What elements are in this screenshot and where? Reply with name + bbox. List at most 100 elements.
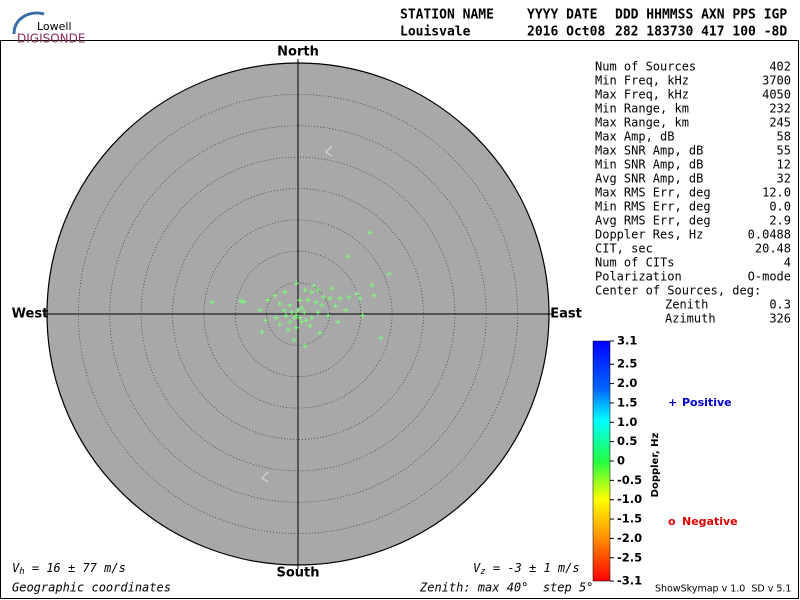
coords-note: Geographic coordinates	[12, 581, 171, 595]
stat-value: 232	[769, 102, 791, 116]
header-cell: 282 183730 417 100 -8D	[615, 25, 787, 40]
source-point	[354, 291, 360, 297]
direction-label: South	[276, 566, 319, 581]
source-point	[297, 297, 303, 303]
source-point	[346, 294, 352, 300]
direction-label: East	[550, 307, 582, 322]
source-point	[291, 337, 297, 343]
source-point	[241, 299, 247, 305]
legend-symbol: +	[668, 396, 677, 409]
v-symbol: V	[473, 561, 481, 575]
logo-bottom: DIGISONDE	[17, 32, 85, 46]
source-point	[262, 317, 268, 323]
colorbar-tick-label: 0.5	[617, 434, 637, 448]
stat-value: 4050	[762, 88, 791, 102]
source-point	[297, 315, 303, 321]
logo-top: Lowell	[37, 20, 72, 33]
stat-label: Max Amp, dB	[595, 130, 674, 144]
stat-value: 20.48	[755, 242, 791, 256]
source-point	[209, 299, 215, 305]
source-point	[315, 309, 321, 315]
source-point	[291, 315, 297, 321]
source-point	[282, 289, 288, 295]
header-cell: STATION NAME	[400, 8, 494, 23]
frame	[0, 40, 799, 599]
source-point	[315, 287, 321, 293]
colorbar-tick-label: 2.0	[617, 376, 637, 390]
logo-swoosh	[12, 11, 45, 35]
arrow-marker	[325, 145, 333, 157]
source-point	[257, 307, 263, 313]
source-point	[313, 299, 319, 305]
stat-heading: Center of Sources, deg:	[595, 284, 761, 298]
stat-label: Max Range, km	[595, 116, 689, 130]
source-point	[302, 287, 308, 293]
source-point	[309, 289, 315, 295]
source-point	[317, 330, 323, 336]
source-point	[259, 329, 265, 335]
header-cell: DDD HHMMSS AXN PPS IGP	[615, 8, 787, 23]
colorbar-label: Doppler, Hz	[650, 433, 661, 498]
stat-value: 2.9	[769, 214, 791, 228]
source-point	[283, 313, 289, 319]
source-point	[238, 298, 244, 304]
stat-value: 0.0	[769, 200, 791, 214]
stat-label: Zenith	[665, 298, 708, 312]
stat-label: Max Freq, kHz	[595, 88, 689, 102]
stat-label: Num of Sources	[595, 60, 696, 74]
legend-symbol: o	[668, 515, 676, 528]
source-point	[281, 307, 287, 313]
stat-value: 4	[784, 256, 791, 270]
source-point	[367, 229, 373, 235]
stat-label: Min Range, km	[595, 102, 689, 116]
direction-label: North	[277, 45, 319, 60]
v-symbol: V	[12, 561, 20, 575]
colorbar-tick-label: 1.5	[617, 395, 637, 409]
source-point	[307, 323, 313, 329]
stat-value: 245	[769, 116, 791, 130]
stat-value: 0.0488	[748, 228, 791, 242]
source-point	[299, 319, 305, 325]
stat-value: 326	[769, 312, 791, 326]
source-point	[378, 335, 384, 341]
skymap: North South West East	[12, 45, 582, 581]
stat-label: Avg RMS Err, deg	[595, 214, 711, 228]
colorbar-tick-label: -1.0	[617, 492, 642, 506]
source-point	[287, 319, 293, 325]
stat-label: Max SNR Amp, dB	[595, 144, 703, 158]
stat-label: Max RMS Err, deg	[595, 186, 711, 200]
stat-value: 55	[777, 144, 791, 158]
colorbar-tick-label: -1.5	[617, 512, 642, 526]
stat-value: 32	[777, 172, 791, 186]
stats-table: Num of Sources 402 Min Freq, kHz 3700 Max Fr…	[595, 60, 791, 326]
stat-label: Min RMS Err, deg	[595, 200, 711, 214]
source-point	[325, 313, 331, 319]
stat-value: 58	[777, 130, 791, 144]
velocity-z: Vz = -3 ± 1 m/s	[473, 561, 580, 577]
source-point	[327, 295, 333, 301]
source-point	[305, 297, 311, 303]
v-sub: h	[19, 567, 24, 577]
source-point	[302, 343, 308, 349]
source-point	[277, 301, 283, 307]
stat-value: 3700	[762, 74, 791, 88]
source-point	[265, 297, 271, 303]
colorbar-tick-label: -0.5	[617, 473, 642, 487]
source-point	[273, 315, 279, 321]
source-point	[285, 327, 291, 333]
stat-value: 402	[769, 60, 791, 74]
v-sub: z	[480, 567, 485, 577]
colorbar-tick-label: 3.1	[617, 334, 637, 348]
stat-value: 12.0	[762, 186, 791, 200]
source-point	[295, 307, 301, 313]
zenith-note: Zenith: max 40° step 5°	[419, 581, 593, 595]
source-point	[343, 307, 349, 313]
direction-label: West	[12, 307, 49, 322]
source-point	[369, 282, 375, 288]
colorbar-tick-label: 2.5	[617, 357, 637, 371]
source-point	[357, 295, 363, 301]
stat-value: 0.3	[769, 298, 791, 312]
source-point	[303, 317, 309, 323]
colorbar-tick-label: -2.5	[617, 550, 642, 564]
